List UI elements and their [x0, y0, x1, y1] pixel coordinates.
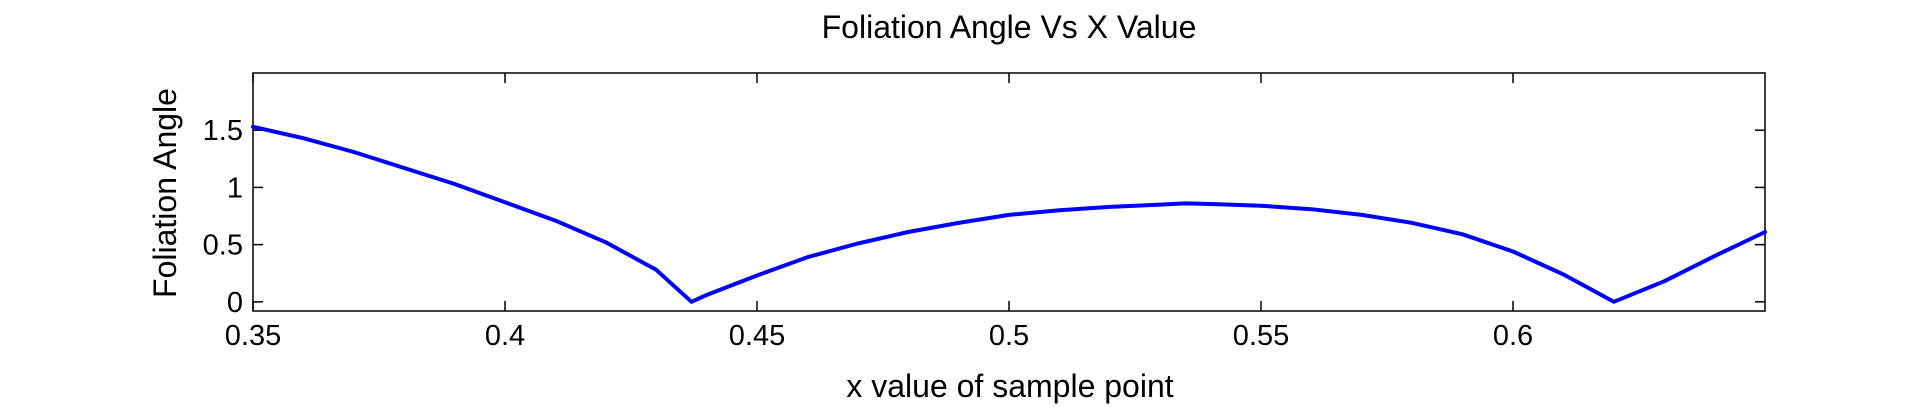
x-tick-label: 0.6: [1493, 320, 1533, 352]
series-layer: [251, 124, 1767, 304]
series-line: [251, 124, 1767, 304]
y-tick-label: 1: [227, 172, 243, 204]
y-tick-label: 0.5: [203, 230, 243, 262]
chart-title: Foliation Angle Vs X Value: [822, 9, 1197, 45]
x-tick-label: 0.45: [729, 320, 785, 352]
x-tick-label: 0.55: [1233, 320, 1289, 352]
x-tick-label: 0.35: [225, 320, 281, 352]
x-tick-label: 0.4: [485, 320, 525, 352]
axis-ticks: 0.35 0.4 0.45 0.5 0.55 0.6 0 0.5 1 1.5: [203, 73, 1765, 352]
y-axis-label: Foliation Angle: [147, 88, 183, 298]
y-tick-label: 0: [227, 287, 243, 319]
y-tick-label: 1.5: [203, 115, 243, 147]
x-axis-label: x value of sample point: [846, 368, 1173, 404]
x-tick-label: 0.5: [989, 320, 1029, 352]
